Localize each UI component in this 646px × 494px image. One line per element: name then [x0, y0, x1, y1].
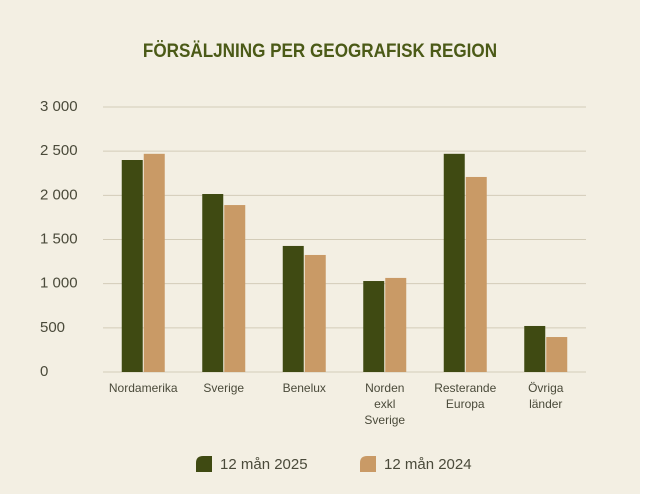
bar [143, 153, 165, 372]
bar [304, 254, 326, 372]
bar [363, 281, 385, 372]
bar [121, 160, 143, 372]
y-tick-label: 500 [40, 319, 65, 336]
bar [224, 205, 246, 372]
x-tick-label: Benelux [283, 381, 326, 395]
bar [465, 176, 487, 372]
legend-label: 12 mån 2024 [384, 456, 472, 473]
legend-marker [196, 456, 212, 472]
y-tick-label: 1 500 [40, 230, 78, 247]
bar [443, 153, 465, 372]
chart-title: FÖRSÄLJNING PER GEOGRAFISK REGION [143, 40, 497, 61]
y-tick-label: 2 500 [40, 142, 78, 159]
legend-marker [360, 456, 376, 472]
bar [385, 277, 407, 372]
x-tick-label: Nordamerika [109, 381, 178, 395]
y-tick-label: 1 000 [40, 275, 78, 292]
bar [282, 245, 304, 372]
y-tick-label: 2 000 [40, 186, 78, 203]
x-tick-label: Sverige [203, 381, 244, 395]
y-tick-label: 3 000 [40, 98, 78, 115]
x-tick-label: Resterande Europa [434, 381, 496, 411]
x-tick-label: Övriga länder [528, 381, 564, 411]
bar [202, 194, 224, 372]
x-tick-label: Norden exkl Sverige [364, 381, 405, 427]
bar [546, 337, 568, 372]
bar [524, 325, 546, 372]
y-tick-label: 0 [40, 363, 48, 380]
legend-label: 12 mån 2025 [220, 456, 308, 473]
